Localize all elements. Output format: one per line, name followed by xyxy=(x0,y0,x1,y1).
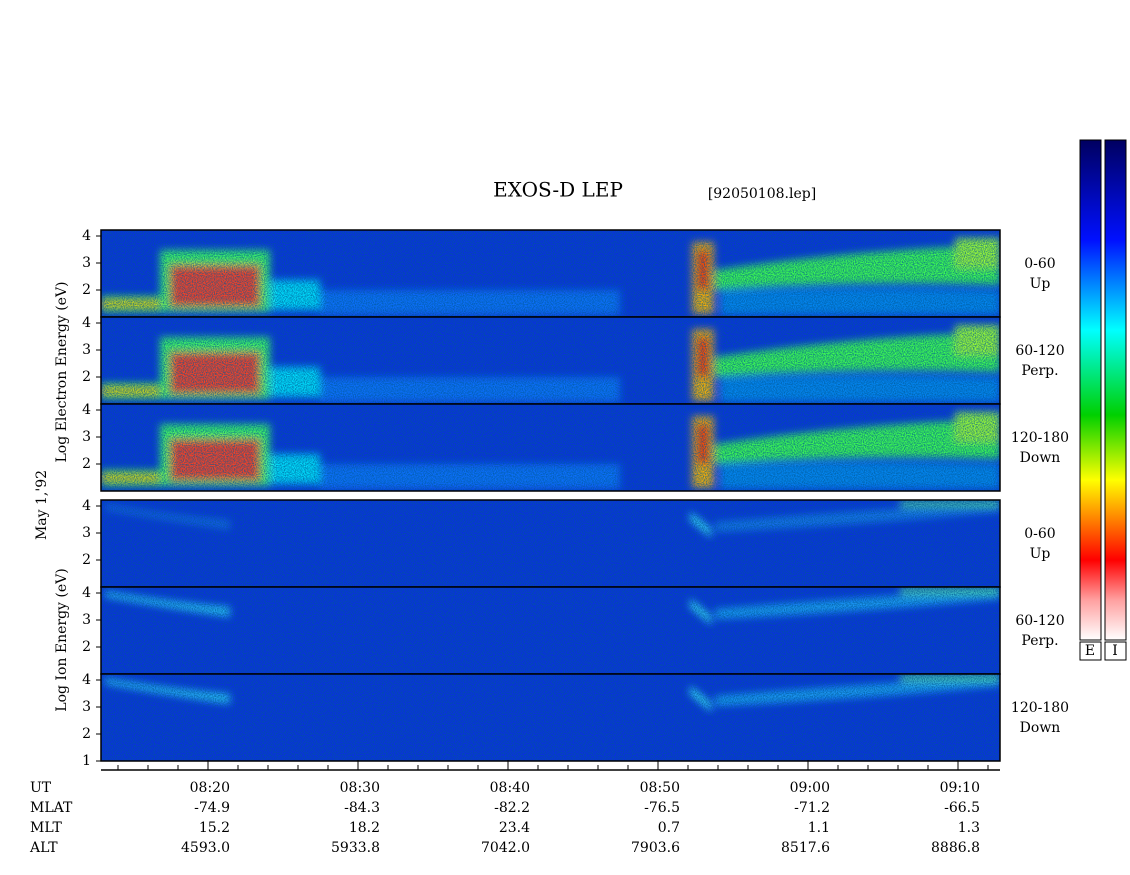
y-tick-label: 2 xyxy=(82,726,91,742)
electron-axis-label: Log Electron Energy (eV) xyxy=(54,281,70,462)
row-label: UT xyxy=(30,780,52,796)
table-cell: 1.1 xyxy=(808,820,830,836)
table-cell: 15.2 xyxy=(199,820,230,836)
table-cell: -82.2 xyxy=(494,800,530,816)
table-cell: 18.2 xyxy=(349,820,380,836)
y-tick-label: 3 xyxy=(82,525,91,541)
table-cell: -84.3 xyxy=(344,800,380,816)
colorbar-label: E xyxy=(1085,643,1095,659)
y-tick-label: 3 xyxy=(82,699,91,715)
file-name: [92050108.lep] xyxy=(708,186,816,202)
table-cell: -74.9 xyxy=(194,800,230,816)
y-tick-label: 4 xyxy=(82,228,91,244)
table-cell: 09:10 xyxy=(940,780,980,796)
y-tick-label: 4 xyxy=(82,672,91,688)
angle-label: 120-180 xyxy=(1011,430,1069,446)
noise xyxy=(101,500,1000,587)
table-cell: 7903.6 xyxy=(631,840,680,856)
angle-label: 60-120 xyxy=(1015,343,1064,359)
spectrogram-panel xyxy=(101,317,1000,404)
row-label: MLT xyxy=(30,820,62,836)
direction-label: Down xyxy=(1020,720,1061,736)
colorbar: E I xyxy=(1079,139,1127,661)
y-tick-label: 4 xyxy=(82,402,91,418)
row-label: ALT xyxy=(29,840,58,856)
angle-label: 0-60 xyxy=(1024,256,1055,272)
title: EXOS-D LEP xyxy=(493,178,623,202)
table-cell: -76.5 xyxy=(644,800,680,816)
direction-label: Up xyxy=(1030,276,1051,292)
table-cell: 08:50 xyxy=(640,780,680,796)
angle-label: 120-180 xyxy=(1011,700,1069,716)
y-tick-label: 2 xyxy=(82,282,91,298)
panel-frame xyxy=(100,673,1001,762)
y-tick-label: 4 xyxy=(82,585,91,601)
date-label: May 1,'92 xyxy=(34,470,50,540)
table-cell: 08:30 xyxy=(340,780,380,796)
noise xyxy=(101,404,1000,491)
table-cell: 7042.0 xyxy=(481,840,530,856)
spectrogram-panel xyxy=(101,674,1000,761)
spectrogram-panel xyxy=(101,404,1000,491)
spectrogram-panel xyxy=(101,587,1000,674)
table-cell: 5933.8 xyxy=(331,840,380,856)
noise xyxy=(101,587,1000,674)
y-tick-label: 2 xyxy=(82,639,91,655)
noise xyxy=(101,674,1000,761)
direction-label: Down xyxy=(1020,450,1061,466)
y-tick-label: 4 xyxy=(82,498,91,514)
spectrogram-panel xyxy=(101,230,1000,317)
table-cell: 08:40 xyxy=(490,780,530,796)
table-cell: 1.3 xyxy=(958,820,980,836)
noise xyxy=(101,230,1000,317)
y-tick-label: 1 xyxy=(82,753,91,769)
colorbar-label: I xyxy=(1112,643,1118,659)
row-label: MLAT xyxy=(30,800,73,816)
table-cell: -66.5 xyxy=(944,800,980,816)
panel-frame xyxy=(100,403,1001,492)
table-cell: 09:00 xyxy=(790,780,830,796)
y-tick-label: 3 xyxy=(82,612,91,628)
y-tick-label: 3 xyxy=(82,342,91,358)
table-cell: 08:20 xyxy=(190,780,230,796)
spectrogram-panel xyxy=(101,500,1000,587)
direction-label: Up xyxy=(1030,546,1051,562)
table-cell: -71.2 xyxy=(794,800,830,816)
table-cell: 8517.6 xyxy=(781,840,830,856)
table-cell: 8886.8 xyxy=(931,840,980,856)
angle-label: 0-60 xyxy=(1024,526,1055,542)
table-cell: 4593.0 xyxy=(181,840,230,856)
y-tick-label: 3 xyxy=(82,429,91,445)
y-tick-label: 2 xyxy=(82,369,91,385)
table-cell: 0.7 xyxy=(658,820,680,836)
y-tick-label: 2 xyxy=(82,456,91,472)
y-tick-label: 2 xyxy=(82,552,91,568)
ion-axis-label: Log Ion Energy (eV) xyxy=(54,568,70,711)
y-tick-label: 3 xyxy=(82,255,91,271)
direction-label: Perp. xyxy=(1021,633,1058,649)
y-tick-label: 4 xyxy=(82,315,91,331)
table-cell: 23.4 xyxy=(499,820,530,836)
angle-label: 60-120 xyxy=(1015,613,1064,629)
noise xyxy=(101,317,1000,404)
direction-label: Perp. xyxy=(1021,363,1058,379)
